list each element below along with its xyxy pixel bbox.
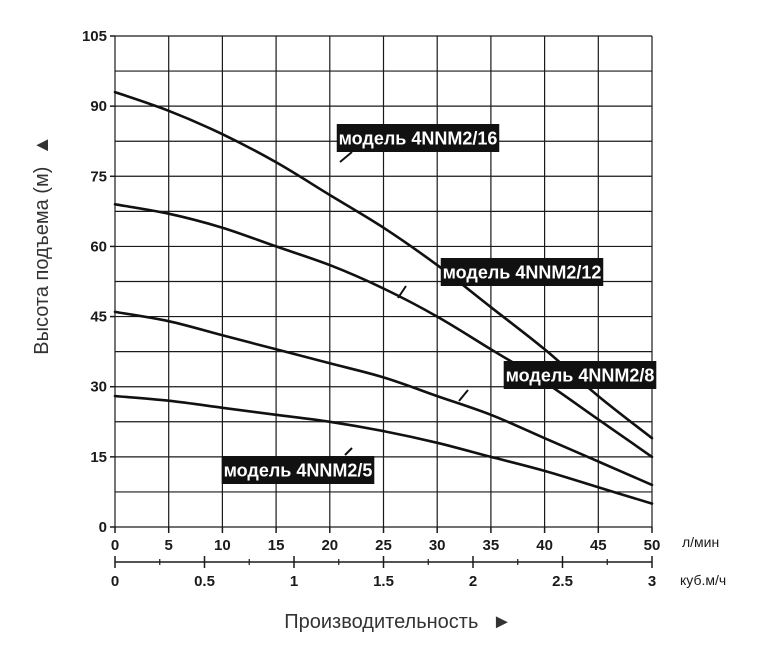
series-label-text: модель 4NNM2/12 (443, 263, 602, 283)
axes: 0 15 30 45 60 75 90 105 0 5 10 15 20 25 30 35 40 45 50 0 0.5… (82, 28, 660, 590)
series-label-box (336, 124, 500, 152)
series-label-box (440, 258, 604, 286)
x-tick-label: 30 (429, 537, 446, 554)
series-label-leader (339, 151, 353, 163)
x-tick-label: 40 (536, 537, 553, 554)
series-label-text: модель 4NNM2/16 (339, 129, 498, 149)
x-primary-unit: л/мин (682, 534, 719, 550)
series-label-3: модель 4NNM2/8 (458, 361, 657, 402)
series-labels: модель 4NNM2/16 модель 4NNM2/12 модель 4NN… (221, 124, 657, 484)
series-label-leader (397, 285, 407, 299)
y-tick-label: 105 (82, 28, 107, 45)
y-axis-title-text: Высота подъема (м) (31, 167, 53, 355)
series-label-1: модель 4NNM2/16 (336, 124, 500, 163)
x-tick-label: 10 (214, 537, 231, 554)
y-tick-label: 60 (90, 238, 107, 255)
series-label-box (503, 361, 657, 389)
x-tick-label: 25 (375, 537, 392, 554)
x2-tick-label: 0.5 (194, 573, 215, 590)
series-label-box (221, 456, 375, 484)
x2-tick-label: 2 (469, 573, 477, 590)
grid (114, 35, 653, 528)
series-line-2 (113, 203, 654, 459)
x-axis-arrow: ► (492, 611, 512, 633)
series-label-text: модель 4NNM2/8 (506, 366, 655, 386)
x-tick-label: 35 (483, 537, 500, 554)
x-tick-label: 0 (111, 537, 119, 554)
x2-tick-label: 1 (290, 573, 298, 590)
x-tick-label: 5 (165, 537, 173, 554)
y-tick-label: 75 (90, 168, 107, 185)
y-axis-arrow: ▲ (31, 135, 53, 155)
y-tick-label: 90 (90, 98, 107, 115)
x-tick-label: 45 (590, 537, 607, 554)
x-tick-label: 20 (321, 537, 338, 554)
y-tick-label: 30 (90, 379, 107, 396)
x2-tick-label: 3 (648, 573, 656, 590)
x-axis-title-text: Производительность (284, 611, 478, 633)
y-axis-title: Высота подъема (м) ▲ (31, 135, 53, 354)
series-label-leader (458, 389, 469, 402)
y-tick-label: 15 (90, 449, 107, 466)
series-line-3 (113, 310, 654, 487)
series-label-text: модель 4NNM2/5 (224, 461, 373, 481)
x2-tick-label: 0 (111, 573, 119, 590)
x-tick-label: 15 (268, 537, 285, 554)
x-secondary-unit: куб.м/ч (680, 572, 726, 588)
y-tick-label: 45 (90, 309, 107, 326)
series-line-4 (113, 394, 654, 505)
x-axis-title: Производительность ► (284, 611, 511, 633)
x-tick-label: 50 (644, 537, 661, 554)
series-label-4: модель 4NNM2/5 (221, 447, 375, 484)
series-label-leader (344, 447, 353, 456)
series-label-2: модель 4NNM2/12 (397, 258, 604, 299)
x2-tick-label: 1.5 (373, 573, 394, 590)
x2-tick-label: 2.5 (552, 573, 573, 590)
y-tick-label: 0 (99, 519, 107, 536)
